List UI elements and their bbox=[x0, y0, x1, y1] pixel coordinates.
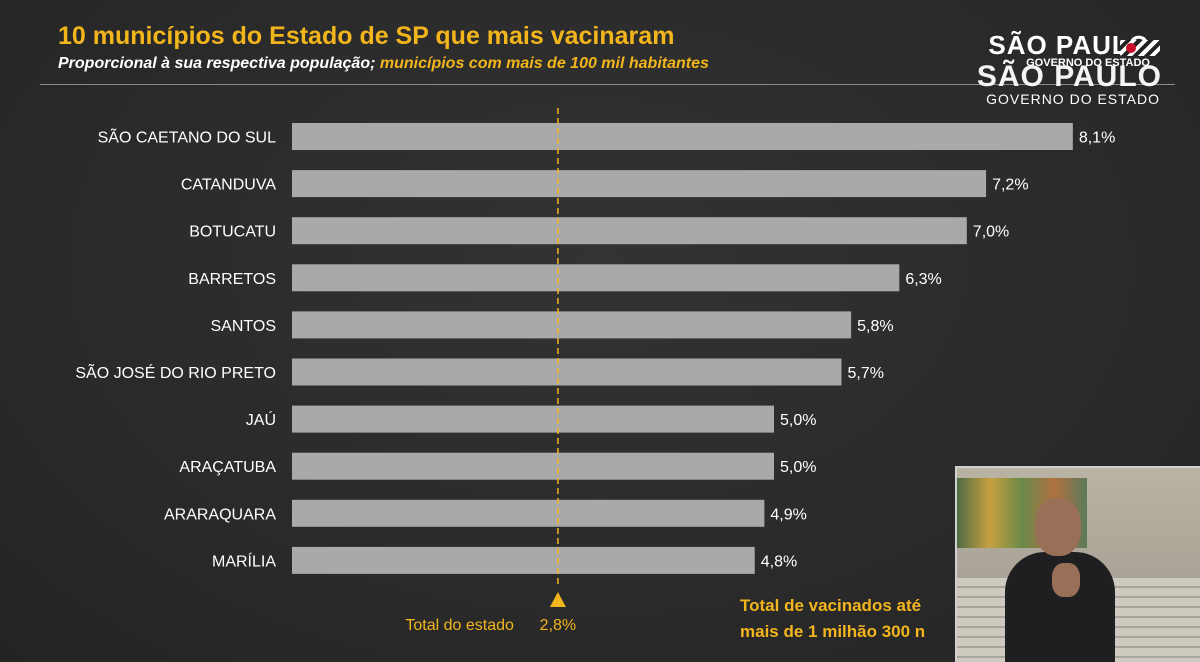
category-label: SANTOS bbox=[211, 318, 277, 335]
bar bbox=[292, 123, 1073, 150]
bar bbox=[292, 264, 900, 292]
value-label: 8,1% bbox=[1079, 130, 1115, 147]
logo-line-2: GOVERNO DO ESTADO bbox=[1026, 57, 1150, 69]
category-label: CATANDUVA bbox=[181, 177, 276, 194]
value-label: 7,2% bbox=[992, 177, 1028, 194]
reference-label: Total do estado bbox=[405, 617, 514, 634]
sao-paulo-logo: SÃO PAULO GOVERNO DO ESTADO SÃO PAULO GO… bbox=[977, 30, 1180, 110]
reference-marker-icon bbox=[549, 592, 566, 607]
bar bbox=[292, 358, 842, 386]
flag-icon bbox=[1120, 40, 1160, 56]
bar bbox=[292, 405, 774, 433]
logo-line-3: SÃO PAULO bbox=[976, 60, 1162, 93]
chart-subtitle: Proporcional à sua respectiva população;… bbox=[58, 55, 709, 73]
footer-line-2: mais de 1 milhão 300 n bbox=[740, 622, 926, 641]
category-label: SÃO CAETANO DO SUL bbox=[98, 127, 277, 147]
category-label: BOTUCATU bbox=[189, 224, 276, 241]
subtitle-white: Proporcional à sua respectiva população; bbox=[58, 55, 376, 72]
bar bbox=[292, 452, 774, 480]
interpreter-head bbox=[1035, 498, 1081, 556]
bar bbox=[292, 170, 987, 198]
bar bbox=[292, 217, 967, 245]
sign-language-interpreter-video bbox=[955, 466, 1200, 662]
bar bbox=[292, 499, 765, 527]
category-label: BARRETOS bbox=[188, 271, 276, 288]
header-divider bbox=[40, 84, 1175, 85]
value-label: 5,8% bbox=[857, 318, 893, 335]
chart-title: 10 municípios do Estado de SP que mais v… bbox=[58, 22, 675, 50]
subtitle-yellow: municípios com mais de 100 mil habitante… bbox=[379, 55, 709, 72]
footer-line-1: Total de vacinados até bbox=[740, 596, 922, 615]
value-label: 4,9% bbox=[770, 506, 806, 523]
logo-line-4: GOVERNO DO ESTADO bbox=[986, 91, 1160, 107]
value-label: 5,0% bbox=[780, 412, 816, 429]
value-label: 5,0% bbox=[780, 459, 816, 476]
category-label: SÃO JOSÉ DO RIO PRETO bbox=[75, 362, 276, 382]
bar bbox=[292, 311, 852, 339]
category-label: ARAÇATUBA bbox=[179, 459, 276, 476]
reference-value-label: 2,8% bbox=[540, 617, 576, 634]
category-label: MARÍLIA bbox=[212, 551, 276, 570]
value-label: 6,3% bbox=[905, 271, 941, 288]
category-label: JAÚ bbox=[246, 410, 276, 429]
value-label: 4,8% bbox=[761, 553, 797, 570]
footer-note: Total de vacinados até mais de 1 milhão … bbox=[740, 593, 925, 645]
category-label: ARARAQUARA bbox=[164, 506, 276, 523]
interpreter-hand bbox=[1052, 563, 1080, 597]
bar bbox=[292, 546, 755, 574]
value-label: 7,0% bbox=[973, 224, 1009, 241]
value-label: 5,7% bbox=[847, 365, 883, 382]
